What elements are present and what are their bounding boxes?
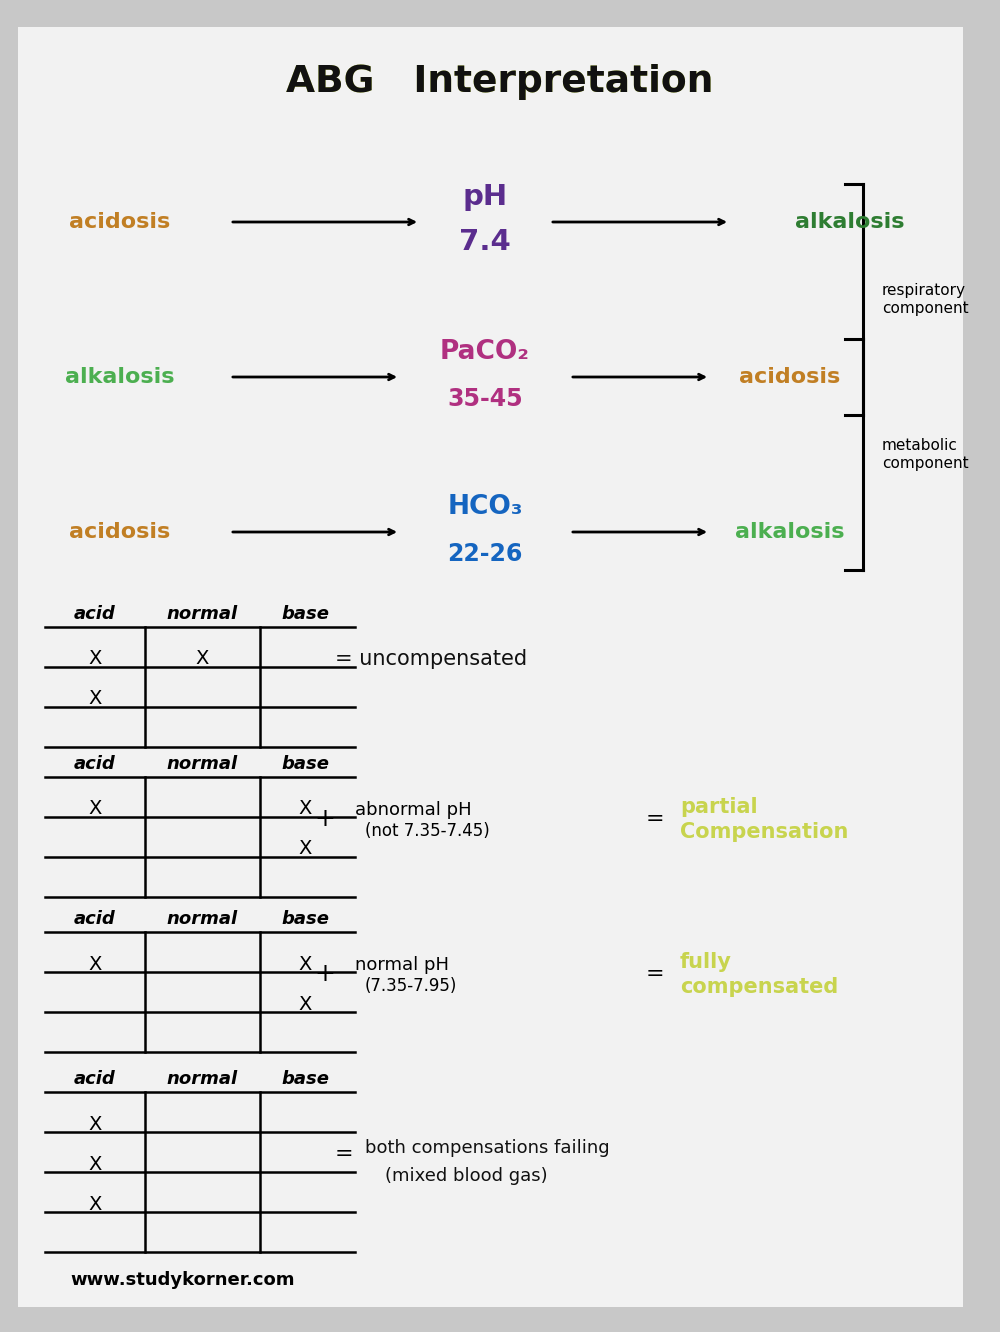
Text: = uncompensated: = uncompensated — [335, 649, 527, 669]
Text: abnormal pH: abnormal pH — [355, 801, 472, 819]
Text: +: + — [315, 962, 335, 986]
Text: acid: acid — [74, 755, 116, 773]
Text: =: = — [646, 964, 664, 984]
Text: respiratory
component: respiratory component — [882, 284, 969, 316]
Text: X: X — [195, 650, 209, 669]
Text: (not 7.35-7.45): (not 7.35-7.45) — [365, 822, 490, 840]
Text: partial: partial — [680, 797, 758, 817]
Text: alkalosis: alkalosis — [795, 212, 905, 232]
Text: X: X — [88, 799, 102, 818]
Text: X: X — [298, 839, 312, 859]
Text: X: X — [88, 690, 102, 709]
Text: X: X — [88, 1155, 102, 1173]
Text: X: X — [88, 1195, 102, 1213]
Text: PaCO₂: PaCO₂ — [440, 340, 530, 365]
Text: X: X — [298, 955, 312, 974]
Text: fully: fully — [680, 952, 732, 972]
Text: ABG   Interpretation: ABG Interpretation — [286, 64, 714, 100]
Text: pH: pH — [462, 182, 508, 210]
Text: base: base — [281, 910, 329, 928]
Text: normal: normal — [166, 605, 238, 623]
Text: =: = — [335, 1144, 354, 1164]
Text: X: X — [88, 650, 102, 669]
Text: X: X — [88, 1115, 102, 1134]
Text: normal: normal — [166, 1070, 238, 1088]
Text: (7.35-7.95): (7.35-7.95) — [365, 976, 457, 995]
Text: X: X — [298, 799, 312, 818]
Text: alkalosis: alkalosis — [735, 522, 845, 542]
Text: X: X — [298, 995, 312, 1014]
Text: +: + — [315, 807, 335, 831]
Text: ABG   Interpretation: ABG Interpretation — [286, 64, 714, 100]
Text: 22-26: 22-26 — [447, 542, 523, 566]
Text: 7.4: 7.4 — [459, 228, 511, 256]
Text: HCO₃: HCO₃ — [447, 494, 523, 519]
Text: Compensation: Compensation — [680, 822, 848, 842]
Text: base: base — [281, 1070, 329, 1088]
Text: acidosis: acidosis — [69, 212, 171, 232]
Text: compensated: compensated — [680, 978, 838, 998]
Text: 35-45: 35-45 — [447, 388, 523, 412]
Text: X: X — [88, 955, 102, 974]
Text: alkalosis: alkalosis — [65, 368, 175, 388]
Text: normal: normal — [166, 755, 238, 773]
Text: metabolic
component: metabolic component — [882, 438, 969, 470]
FancyBboxPatch shape — [18, 27, 963, 1307]
Text: normal: normal — [166, 910, 238, 928]
Text: acid: acid — [74, 605, 116, 623]
Text: acidosis: acidosis — [739, 368, 841, 388]
Text: (mixed blood gas): (mixed blood gas) — [385, 1167, 548, 1185]
Text: acid: acid — [74, 1070, 116, 1088]
Text: acid: acid — [74, 910, 116, 928]
Text: both compensations failing: both compensations failing — [365, 1139, 610, 1158]
Text: base: base — [281, 605, 329, 623]
Text: www.studykorner.com: www.studykorner.com — [70, 1271, 294, 1289]
Text: base: base — [281, 755, 329, 773]
Text: =: = — [646, 809, 664, 829]
Text: normal pH: normal pH — [355, 956, 449, 974]
Text: acidosis: acidosis — [69, 522, 171, 542]
